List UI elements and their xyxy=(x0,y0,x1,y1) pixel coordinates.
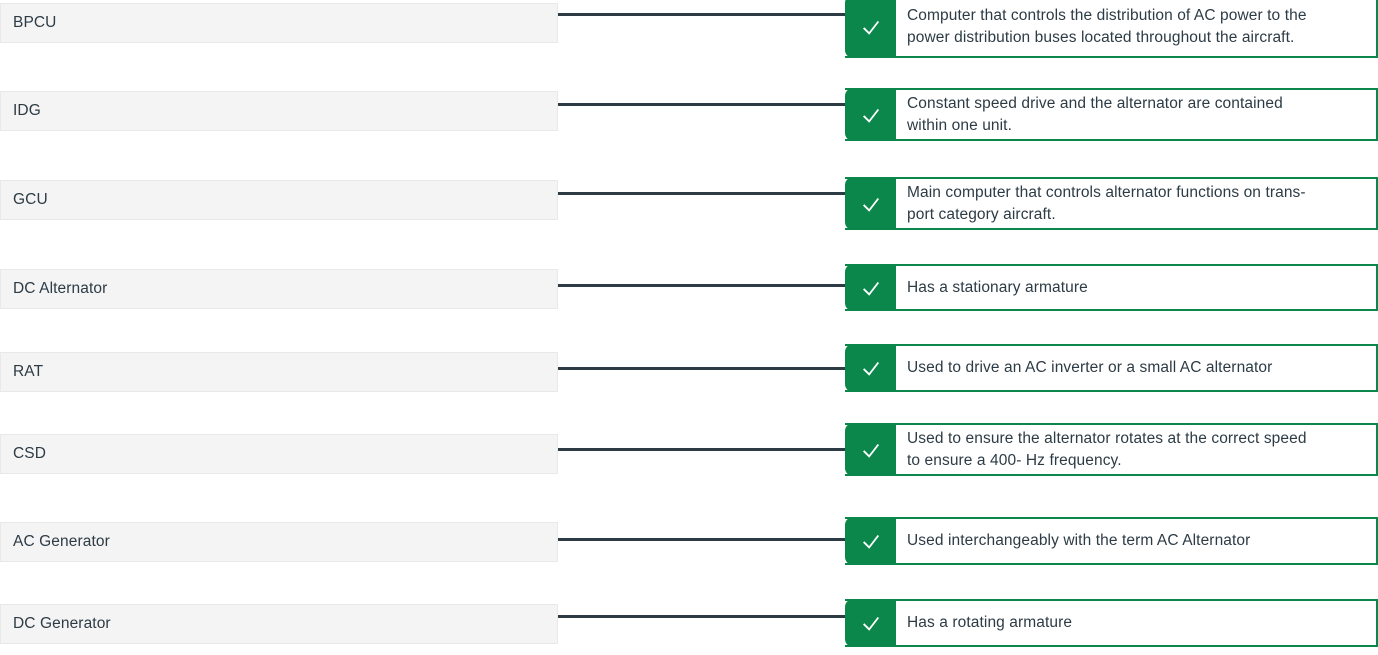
term-label: IDG xyxy=(13,102,41,119)
definition-text: Used interchangeably with the term AC Al… xyxy=(907,532,1251,550)
term-box-rat[interactable]: RAT xyxy=(0,352,558,392)
check-icon xyxy=(845,344,896,392)
term-box-bpcu[interactable]: BPCU xyxy=(0,3,558,43)
definition-text: Has a rotating armature xyxy=(907,614,1073,632)
definition-box-ac-generator[interactable]: Used interchangeably with the term AC Al… xyxy=(845,517,1378,565)
definition-box-bpcu[interactable]: Computer that controls the distribution … xyxy=(845,0,1378,58)
definition-text: Constant speed drive and the alternator … xyxy=(907,95,1283,134)
definition-text: Computer that controls the distribution … xyxy=(907,7,1307,46)
term-label: RAT xyxy=(13,363,44,380)
definition-text: Has a stationary armature xyxy=(907,278,1088,296)
connector-line xyxy=(558,192,847,195)
check-icon xyxy=(845,0,896,58)
term-box-idg[interactable]: IDG xyxy=(0,91,558,131)
term-box-gcu[interactable]: GCU xyxy=(0,180,558,220)
term-label: AC Generator xyxy=(13,533,110,550)
term-label: CSD xyxy=(13,445,47,462)
definition-box-rat[interactable]: Used to drive an AC inverter or a small … xyxy=(845,344,1378,392)
connector-line xyxy=(558,448,847,451)
definition-text: Used to ensure the alternator rotates at… xyxy=(907,430,1307,469)
connector-line xyxy=(558,103,847,106)
definition-box-dc-generator[interactable]: Has a rotating armature xyxy=(845,599,1378,647)
check-icon xyxy=(845,423,896,476)
definition-box-csd[interactable]: Used to ensure the alternator rotates at… xyxy=(845,423,1378,476)
connector-line xyxy=(558,367,847,370)
term-label: DC Generator xyxy=(13,615,111,632)
check-icon xyxy=(845,599,896,647)
definition-text: Used to drive an AC inverter or a small … xyxy=(907,359,1273,377)
connector-line xyxy=(558,284,847,287)
term-box-dc-alternator[interactable]: DC Alternator xyxy=(0,269,558,309)
term-box-dc-generator[interactable]: DC Generator xyxy=(0,604,558,644)
connector-line xyxy=(558,615,847,618)
definition-box-idg[interactable]: Constant speed drive and the alternator … xyxy=(845,88,1378,141)
definition-box-gcu[interactable]: Main computer that controls alternator f… xyxy=(845,177,1378,230)
connector-line xyxy=(558,13,847,16)
check-icon xyxy=(845,517,896,565)
term-label: DC Alternator xyxy=(13,280,108,297)
connector-line xyxy=(558,538,847,541)
check-icon xyxy=(845,88,896,141)
check-icon xyxy=(845,264,896,311)
check-icon xyxy=(845,177,896,230)
term-label: BPCU xyxy=(13,14,57,31)
term-box-ac-generator[interactable]: AC Generator xyxy=(0,522,558,562)
definition-text: Main computer that controls alternator f… xyxy=(907,184,1306,223)
term-label: GCU xyxy=(13,191,48,208)
definition-box-dc-alternator[interactable]: Has a stationary armature xyxy=(845,264,1378,311)
term-box-csd[interactable]: CSD xyxy=(0,434,558,474)
